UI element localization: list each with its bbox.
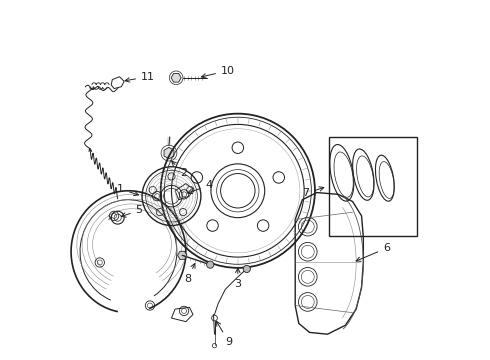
Text: 4: 4: [188, 180, 213, 194]
Polygon shape: [177, 251, 187, 259]
Polygon shape: [164, 147, 174, 159]
Bar: [329, 137, 417, 235]
Text: 7: 7: [302, 187, 324, 198]
Text: 8: 8: [184, 264, 195, 284]
Circle shape: [207, 261, 214, 268]
Circle shape: [243, 265, 250, 273]
Text: 3: 3: [234, 268, 242, 289]
Text: 6: 6: [356, 243, 390, 261]
Text: 1: 1: [117, 184, 138, 195]
Text: 11: 11: [125, 72, 155, 82]
Text: 5: 5: [122, 206, 143, 217]
Text: 10: 10: [201, 66, 235, 78]
Text: 2: 2: [172, 161, 187, 178]
Text: 9: 9: [217, 321, 232, 347]
Polygon shape: [171, 73, 181, 82]
